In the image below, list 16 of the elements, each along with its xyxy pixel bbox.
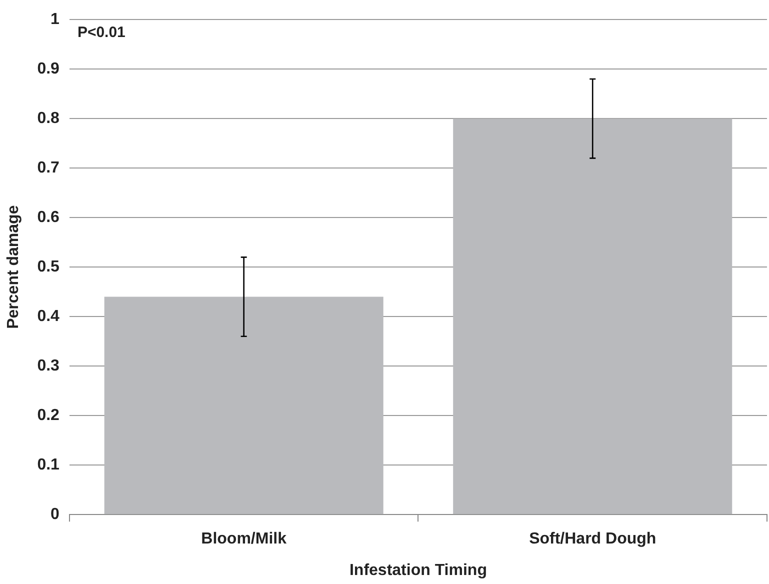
annotation: P<0.01 xyxy=(77,24,126,42)
y-tick-label: 0.5 xyxy=(37,258,60,276)
y-axis-title: Percent damage xyxy=(5,205,22,329)
x-tick-label: Bloom/Milk xyxy=(201,530,287,548)
x-tick-label: Soft/Hard Dough xyxy=(529,530,656,548)
x-axis-title: Infestation Timing xyxy=(349,562,487,579)
y-tick-label: 0.3 xyxy=(37,358,60,375)
y-tick-label: 0.4 xyxy=(37,308,60,326)
y-tick-label: 0.1 xyxy=(37,456,60,474)
y-tick-label: 1 xyxy=(50,11,60,28)
y-tick-label: 0.2 xyxy=(37,407,60,424)
y-tick-label: 0.9 xyxy=(37,60,60,78)
y-tick-label: 0.8 xyxy=(37,110,60,128)
y-tick-label: 0 xyxy=(50,506,60,524)
y-tick-label: 0.6 xyxy=(37,209,60,226)
y-tick-label: 0.7 xyxy=(37,160,60,177)
